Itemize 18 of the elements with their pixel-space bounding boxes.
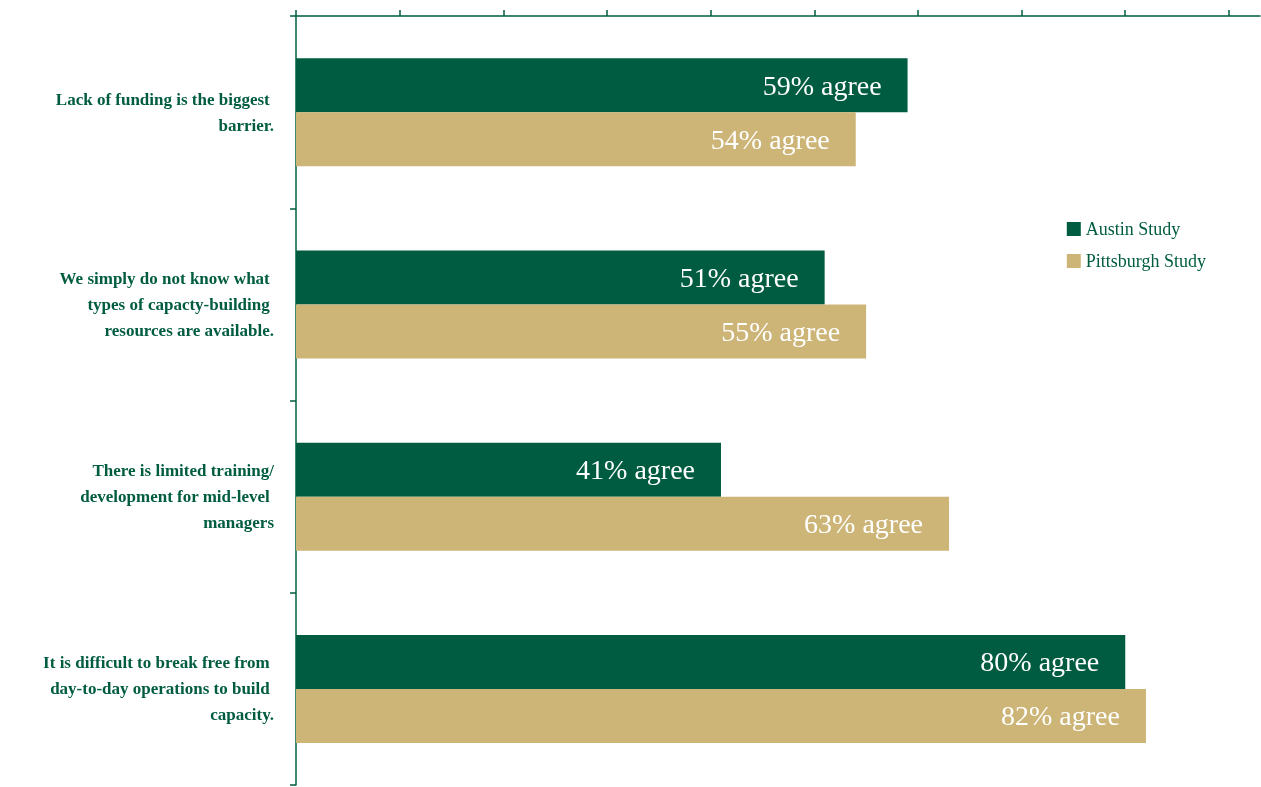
bar [296,304,867,359]
bar [296,688,1146,743]
bar [296,496,950,551]
data-label: 41% agree [576,454,695,486]
data-label: 59% agree [762,69,882,101]
data-label: 54% agree [710,123,830,155]
data-label: 80% agree [980,646,1100,678]
legend-label: Pittsburgh Study [1085,251,1206,271]
bar [296,112,856,167]
y-tick-label: We simply do not know what types of capacty-building resources are available. [59,268,274,340]
y-tick-label: Lack of funding is the biggest barrier. [55,89,274,135]
data-label: 63% agree [804,508,924,540]
y-tick-label: It is difficult to break free from day-to-day operations to build capacity. [43,653,274,725]
data-label: 51% agree [679,261,799,293]
y-tick-label: There is limited training/development for mid-level managers [80,461,275,533]
legend-label: Austin Study [1085,219,1181,239]
data-label: 82% agree [1001,700,1120,732]
data-label: 55% agree [721,315,841,347]
